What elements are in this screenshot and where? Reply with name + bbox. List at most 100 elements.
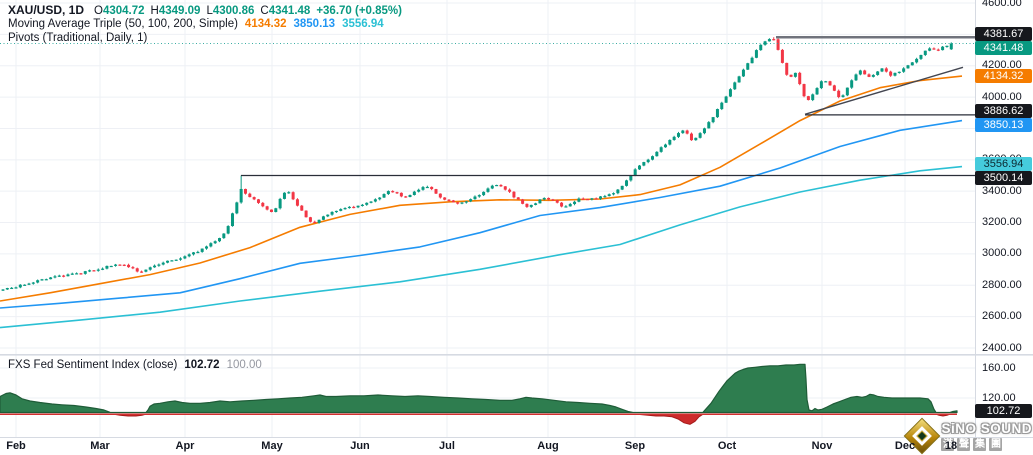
candle-body xyxy=(256,199,260,203)
candle-body xyxy=(261,202,265,207)
candle-body xyxy=(40,279,44,281)
candle-body xyxy=(83,271,87,274)
candle-body xyxy=(915,58,919,63)
candle-body xyxy=(759,44,763,51)
candle-body xyxy=(785,62,789,75)
candle-body xyxy=(192,252,196,255)
candle-body xyxy=(702,128,706,134)
price-tick: 2800.00 xyxy=(982,278,1022,291)
ohlc-value: 4349.09 xyxy=(158,5,201,17)
candle-body xyxy=(750,57,754,64)
candle-body xyxy=(798,72,802,85)
candle-body xyxy=(122,264,126,266)
candle-body xyxy=(651,156,654,160)
candle-body xyxy=(741,69,745,77)
time-axis[interactable]: Feb Mar Apr May Jun Jul Aug Sep Oct Nov Dec 18 xyxy=(0,437,1033,455)
candle-body xyxy=(70,273,74,275)
candle-body xyxy=(252,197,256,200)
price-badge: 4381.67 xyxy=(975,26,1032,41)
candle-body xyxy=(321,216,325,220)
candle-body xyxy=(404,196,408,198)
candle-body xyxy=(871,74,875,77)
candle-body xyxy=(456,202,460,204)
price-tick: 4600.00 xyxy=(982,0,1022,9)
price-axis[interactable]: 4600.004200.004000.003600.003400.003200.… xyxy=(975,0,1033,437)
candle-body xyxy=(832,85,836,91)
candle-body xyxy=(928,48,932,51)
candle-body xyxy=(352,206,356,209)
candle-body xyxy=(746,63,750,70)
candle-body xyxy=(603,196,607,198)
candle-body xyxy=(711,117,715,123)
candle-body xyxy=(633,169,637,176)
candle-body xyxy=(897,71,901,73)
candle-body xyxy=(412,191,416,195)
candle-body xyxy=(564,206,568,208)
candle-body xyxy=(547,197,551,200)
candle-body xyxy=(339,209,343,211)
watermark-title: SiNO SOUND xyxy=(941,420,1032,436)
time-label-may: May xyxy=(261,440,283,452)
candle-body xyxy=(144,269,148,272)
candle-body xyxy=(663,144,667,148)
price-badge: 3850.13 xyxy=(975,118,1032,133)
ohlc-value: 4341.48 xyxy=(268,5,311,17)
candle-body xyxy=(161,262,165,265)
candle-body xyxy=(153,265,157,268)
ma-value: 3556.94 xyxy=(342,18,384,30)
candle-body xyxy=(127,264,131,268)
candle-body xyxy=(620,185,624,190)
candle-body xyxy=(724,96,728,103)
candle-body xyxy=(555,200,559,203)
candle-body xyxy=(417,189,421,192)
candle-body xyxy=(265,206,269,210)
watermark-subtitle: 漢聲集團 xyxy=(941,436,1032,451)
candle-body xyxy=(304,210,308,218)
candle-body xyxy=(408,194,412,198)
candle-body xyxy=(330,211,334,215)
candle-body xyxy=(118,264,122,266)
candle-body xyxy=(391,191,395,193)
candle-body xyxy=(5,288,9,290)
candle-body xyxy=(672,136,676,140)
symbol-legend-row[interactable]: XAU/USD, 1D O4304.72 H4349.09 L4300.86 C4341… xyxy=(8,3,402,17)
candle-body xyxy=(538,199,542,204)
candle-body xyxy=(36,280,40,283)
candle-body xyxy=(200,248,204,252)
candle-body xyxy=(66,274,70,277)
candle-body xyxy=(789,74,793,77)
ma-legend-row[interactable]: Moving Average Triple (50, 100, 200, Sim… xyxy=(8,17,402,31)
price-tick: 4200.00 xyxy=(982,59,1022,72)
candle-body xyxy=(902,68,906,72)
candle-body xyxy=(131,267,135,269)
candle-body xyxy=(373,199,377,202)
candle-body xyxy=(772,39,776,41)
indicator-legend-row[interactable]: FXS Fed Sentiment Index (close) 102.72 100… xyxy=(8,358,262,372)
candle-body xyxy=(910,62,914,66)
time-label-oct: Oct xyxy=(717,440,737,452)
candle-body xyxy=(707,122,711,129)
ma-line-100 xyxy=(0,119,963,309)
candle-body xyxy=(226,226,230,234)
ma-line-50 xyxy=(0,75,963,302)
candle-body xyxy=(44,279,48,281)
candle-body xyxy=(365,202,369,205)
candle-body xyxy=(157,264,161,266)
candle-body xyxy=(815,88,819,95)
candle-body xyxy=(23,284,27,286)
candle-body xyxy=(425,186,429,189)
price-badge: 3886.62 xyxy=(975,103,1032,118)
candle-body xyxy=(291,192,295,200)
pivots-legend-row[interactable]: Pivots (Traditional, Daily, 1) xyxy=(8,31,402,45)
ma-value: 4134.32 xyxy=(244,18,287,30)
candle-body xyxy=(642,162,646,166)
candle-body xyxy=(594,198,598,200)
candle-body xyxy=(586,199,590,201)
pivots-title: Pivots (Traditional, Daily, 1) xyxy=(8,32,148,44)
candle-body xyxy=(382,194,386,198)
candle-body xyxy=(577,198,581,202)
candle-body xyxy=(824,81,828,83)
candle-body xyxy=(503,186,507,190)
candle-body xyxy=(655,151,659,157)
